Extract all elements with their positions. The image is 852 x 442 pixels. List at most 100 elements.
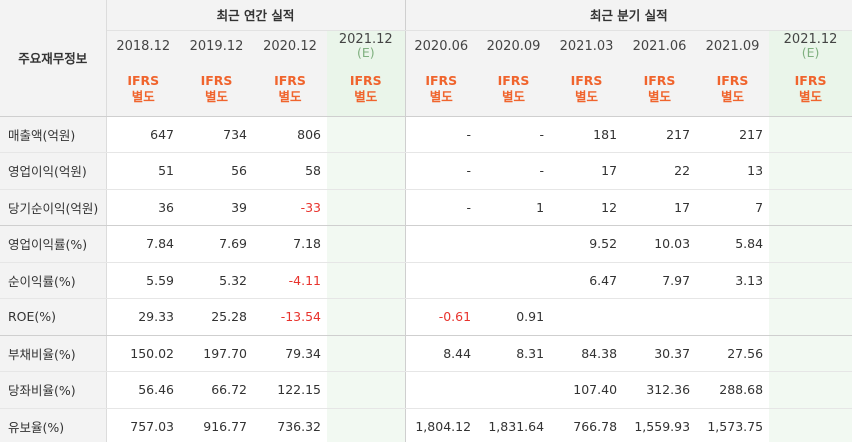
value-cell: [769, 335, 852, 372]
separate-line: 별도: [204, 88, 228, 104]
row-label: 유보율(%): [0, 408, 107, 442]
ifrs-label: IFRS 별도: [180, 62, 253, 117]
value-cell: 1,831.64: [477, 408, 551, 442]
period-header: 2021.03: [550, 30, 623, 62]
annual-group-header: 최근 연간 실적: [106, 0, 406, 31]
separate-line: 별도: [131, 88, 155, 104]
row-label: 당기순이익(억원): [0, 189, 107, 226]
value-cell: [769, 189, 852, 226]
value-cell: 79.34: [253, 335, 327, 372]
estimate-mark: (E): [356, 44, 375, 60]
period-header: 2021.12 (E): [769, 30, 852, 62]
value-cell: 51: [106, 152, 180, 190]
period-label: 2021.09: [705, 38, 760, 54]
ifrs-line: IFRS: [425, 72, 458, 88]
period-label: 2020.06: [414, 38, 469, 54]
value-cell: 7.84: [106, 225, 180, 263]
period-header: 2021.09: [696, 30, 769, 62]
value-cell: 736.32: [253, 408, 327, 442]
period-label: 2021.03: [559, 38, 614, 54]
value-cell: 7.97: [623, 262, 697, 299]
value-cell: 647: [106, 116, 180, 153]
value-cell: 8.44: [404, 335, 478, 372]
period-label: 2020.12: [263, 38, 317, 54]
estimate-mark: (E): [801, 44, 820, 60]
value-cell: 25.28: [180, 298, 253, 336]
value-cell: [769, 262, 852, 299]
ifrs-label: IFRS 별도: [623, 62, 697, 117]
table-row: 영업이익률(%) 7.84 7.69 7.18 9.52 10.03 5.84: [0, 225, 852, 263]
period-label: 2020.09: [486, 38, 541, 54]
separate-line: 별도: [502, 88, 526, 104]
ifrs-line: IFRS: [643, 72, 676, 88]
value-cell: 7.69: [180, 225, 253, 263]
period-label: 2021.06: [632, 38, 687, 54]
value-cell: 107.40: [550, 371, 624, 409]
period-header: 2020.09: [477, 30, 550, 62]
period-label: 2021.12: [338, 31, 393, 47]
value-cell: 17: [623, 189, 697, 226]
row-label: 매출액(억원): [0, 116, 107, 153]
value-cell: 13: [696, 152, 770, 190]
period-label: 2021.12: [783, 31, 838, 47]
value-cell: [769, 116, 852, 153]
value-cell: 27.56: [696, 335, 770, 372]
value-cell: 12: [550, 189, 624, 226]
value-cell: 1,573.75: [696, 408, 770, 442]
table-row: 당좌비율(%) 56.46 66.72 122.15 107.40 312.36 288.6…: [0, 371, 852, 409]
value-cell: 122.15: [253, 371, 327, 409]
value-cell: 9.52: [550, 225, 624, 263]
value-cell: 1: [477, 189, 551, 226]
value-cell: 5.32: [180, 262, 253, 299]
value-cell: 217: [623, 116, 697, 153]
value-cell: -33: [253, 189, 327, 226]
ifrs-label: IFRS 별도: [327, 62, 406, 117]
separate-line: 별도: [354, 88, 378, 104]
value-cell: -: [477, 152, 551, 190]
row-label: 영업이익률(%): [0, 225, 107, 263]
value-cell: 181: [550, 116, 624, 153]
ifrs-line: IFRS: [349, 72, 382, 88]
row-label: 당좌비율(%): [0, 371, 107, 409]
separate-line: 별도: [575, 88, 599, 104]
quarter-group-header: 최근 분기 실적: [404, 0, 852, 31]
value-cell: 6.47: [550, 262, 624, 299]
row-label: 영업이익(억원): [0, 152, 107, 190]
table-row: 부채비율(%) 150.02 197.70 79.34 8.44 8.31 84.38 30.…: [0, 335, 852, 372]
ifrs-label: IFRS 별도: [696, 62, 770, 117]
value-cell: 66.72: [180, 371, 253, 409]
ifrs-line: IFRS: [200, 72, 233, 88]
value-cell: [327, 152, 406, 190]
value-cell: [550, 298, 624, 336]
value-cell: 312.36: [623, 371, 697, 409]
period-label: 2018.12: [116, 38, 171, 54]
value-cell: [327, 116, 406, 153]
value-cell: 5.84: [696, 225, 770, 263]
separate-line: 별도: [648, 88, 672, 104]
value-cell: 806: [253, 116, 327, 153]
separate-line: 별도: [429, 88, 453, 104]
ifrs-line: IFRS: [127, 72, 160, 88]
separate-line: 별도: [721, 88, 745, 104]
value-cell: -: [404, 116, 478, 153]
period-label: 2019.12: [189, 38, 244, 54]
value-cell: 1,559.93: [623, 408, 697, 442]
value-cell: [404, 262, 478, 299]
period-header: 2020.06: [404, 30, 478, 62]
ifrs-label: IFRS 별도: [106, 62, 180, 117]
value-cell: [327, 189, 406, 226]
value-cell: [769, 371, 852, 409]
value-cell: 766.78: [550, 408, 624, 442]
ifrs-line: IFRS: [570, 72, 603, 88]
value-cell: [327, 262, 406, 299]
value-cell: 56.46: [106, 371, 180, 409]
value-cell: 217: [696, 116, 770, 153]
value-cell: 7.18: [253, 225, 327, 263]
value-cell: [769, 298, 852, 336]
value-cell: -: [404, 152, 478, 190]
value-cell: 17: [550, 152, 624, 190]
ifrs-line: IFRS: [274, 72, 306, 88]
value-cell: [769, 152, 852, 190]
value-cell: -: [404, 189, 478, 226]
